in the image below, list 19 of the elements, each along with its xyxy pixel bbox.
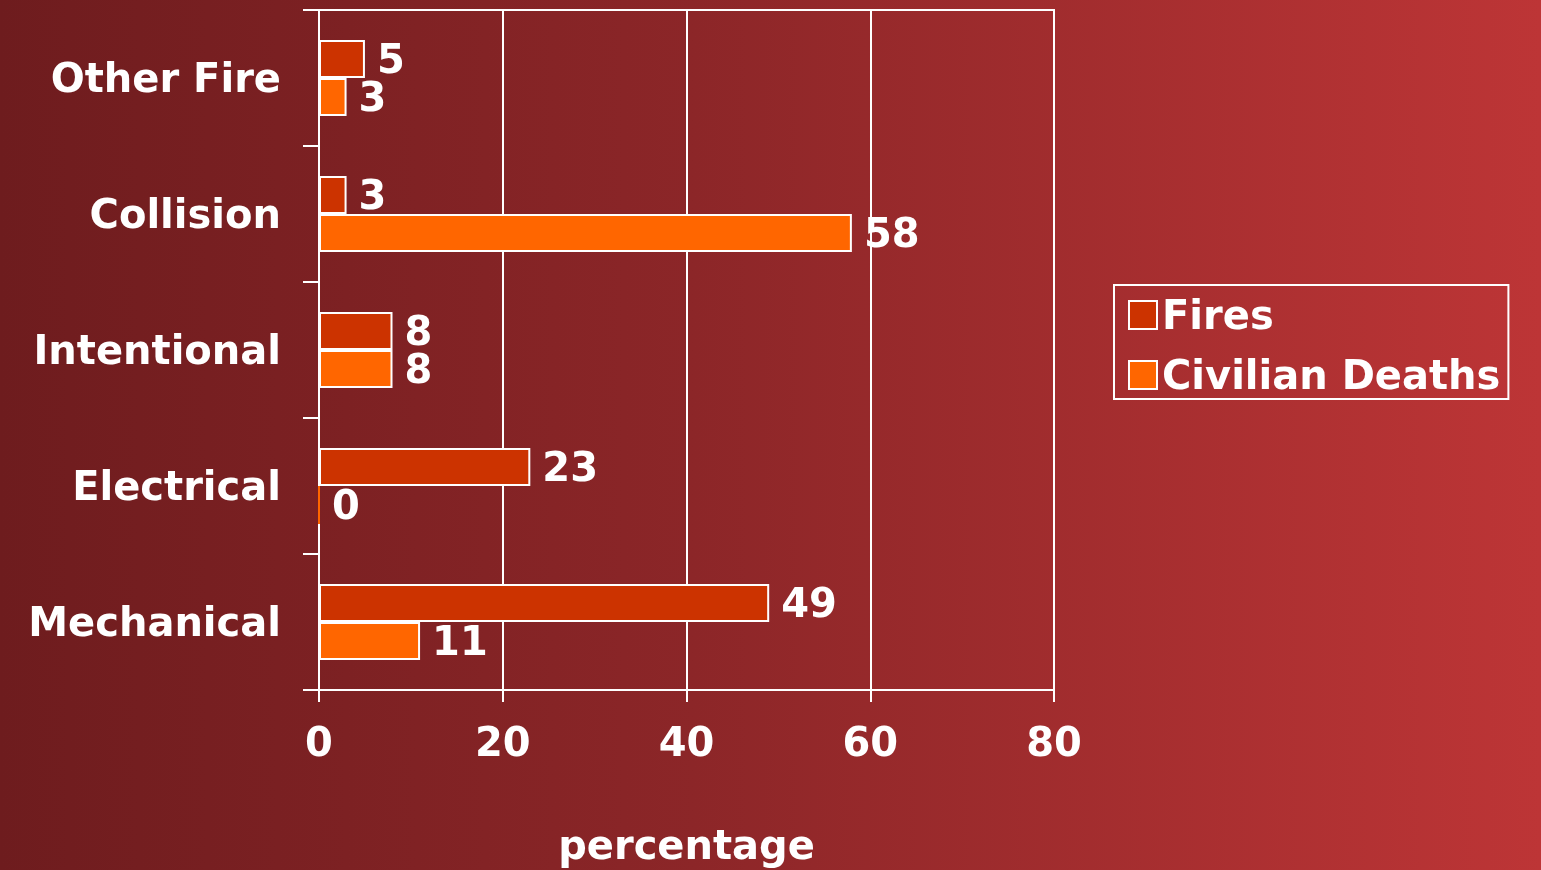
y-tick-label: Intentional <box>33 327 281 373</box>
x-tick-label: 0 <box>305 719 333 765</box>
x-tick-label: 60 <box>842 719 899 765</box>
y-tick-label: Other Fire <box>50 55 281 101</box>
data-label: 3 <box>358 171 387 218</box>
data-label: 11 <box>432 618 488 665</box>
data-label: 49 <box>781 579 837 626</box>
x-tick-label: 20 <box>474 719 531 765</box>
y-tick-label: Mechanical <box>28 599 281 645</box>
x-tick-label: 40 <box>658 719 715 765</box>
y-tick-label: Electrical <box>72 463 281 509</box>
data-label: 23 <box>542 443 598 490</box>
legend-label: Fires <box>1162 292 1274 338</box>
data-label: 8 <box>404 346 433 393</box>
x-axis-title: percentage <box>558 822 815 868</box>
x-tick-label: 80 <box>1026 719 1082 765</box>
y-tick-label: Collision <box>89 191 281 237</box>
legend-label: Civilian Deaths <box>1162 352 1501 398</box>
data-label: 0 <box>332 482 360 529</box>
